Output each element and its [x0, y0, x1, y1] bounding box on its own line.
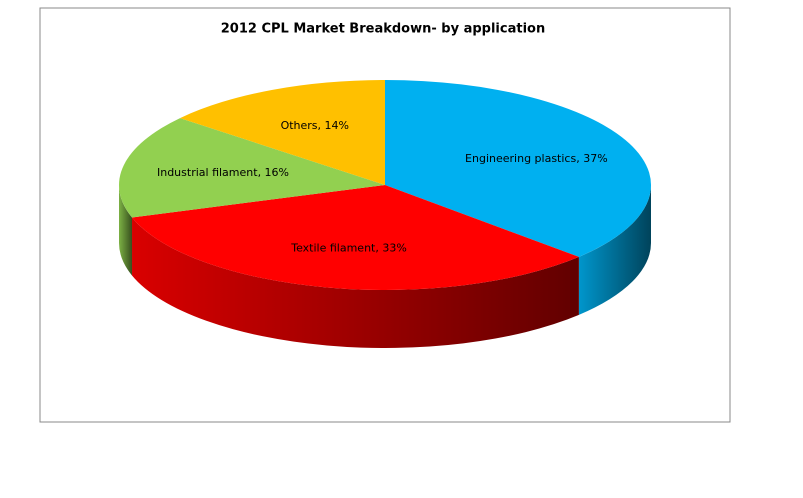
pie-sides: [119, 185, 651, 348]
slice: [180, 80, 385, 185]
chart-title: 2012 CPL Market Breakdown- by applicatio…: [221, 22, 545, 37]
pie-labels: Engineering plastics, 37% Textile filamen…: [157, 119, 608, 254]
data-label: Others, 14%: [281, 119, 349, 132]
slice-side: [119, 185, 133, 276]
slice: [119, 118, 385, 218]
slice-side: [132, 217, 579, 348]
data-label: Industrial filament, 16%: [157, 166, 289, 179]
slice: [385, 80, 652, 257]
pie-tops: [119, 80, 652, 290]
data-label: Textile filament, 33%: [290, 242, 407, 255]
slice-side: [578, 185, 651, 315]
slice: [132, 185, 579, 290]
data-label: Engineering plastics, 37%: [465, 152, 608, 165]
